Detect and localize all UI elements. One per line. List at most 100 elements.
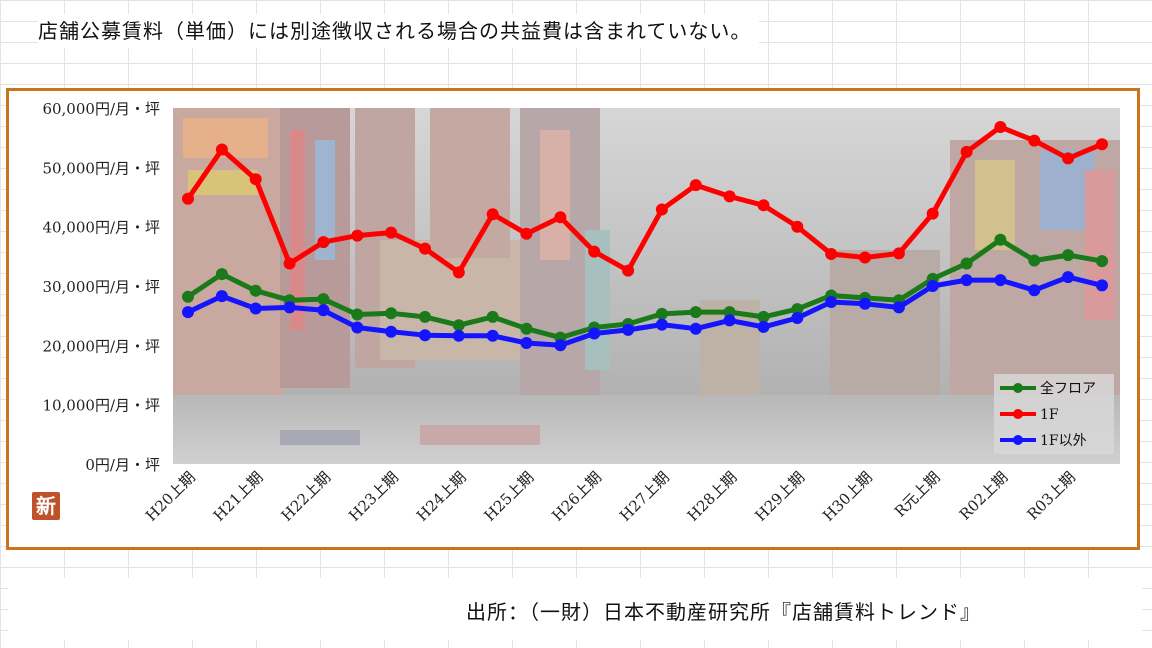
data-point xyxy=(994,121,1007,133)
x-tick-label: H23上期 xyxy=(345,468,402,525)
data-point xyxy=(249,284,262,297)
data-point xyxy=(249,173,262,186)
data-point xyxy=(655,318,668,331)
data-point xyxy=(182,290,194,303)
y-tick-label: 30,000円/月・坪 xyxy=(42,278,160,296)
data-point xyxy=(520,227,533,240)
y-tick-label: 20,000円/月・坪 xyxy=(42,337,160,355)
legend-label: 1F以外 xyxy=(1040,433,1087,449)
data-point xyxy=(791,303,804,316)
x-tick-label: H30上期 xyxy=(819,468,876,525)
note-text: 店舗公募賃料（単価）には別途徴収される場合の共益費は含まれていない。 xyxy=(38,14,760,48)
data-point xyxy=(757,199,770,212)
data-point xyxy=(317,236,330,249)
data-point xyxy=(1028,134,1041,147)
data-point xyxy=(385,325,398,338)
data-point xyxy=(926,280,939,292)
plot-background-photo xyxy=(173,108,1120,464)
legend-marker xyxy=(1013,409,1023,419)
x-tick-label: H29上期 xyxy=(751,468,808,525)
data-point xyxy=(859,251,871,264)
data-point xyxy=(1096,138,1108,151)
data-point xyxy=(1096,255,1108,268)
x-tick-label: H20上期 xyxy=(142,468,199,525)
data-point xyxy=(588,327,601,340)
data-point xyxy=(351,308,364,321)
data-point xyxy=(723,190,736,203)
x-tick-label: R02上期 xyxy=(956,468,1011,523)
x-tick-label: H27上期 xyxy=(616,468,673,525)
data-point xyxy=(1062,271,1075,284)
series-layer xyxy=(182,121,1108,352)
data-point xyxy=(215,290,228,303)
data-point xyxy=(182,192,194,205)
data-point xyxy=(182,306,194,319)
x-tick-label: R03上期 xyxy=(1024,468,1079,523)
data-point xyxy=(215,143,228,156)
data-point xyxy=(215,268,228,281)
data-point xyxy=(960,274,973,287)
data-point xyxy=(689,322,702,335)
data-point xyxy=(554,211,567,224)
data-point xyxy=(655,307,668,320)
legend-label: 1F xyxy=(1040,407,1059,423)
data-point xyxy=(960,145,973,158)
data-point xyxy=(520,337,533,349)
legend-marker xyxy=(1013,435,1023,445)
legend-marker xyxy=(1013,383,1023,393)
y-tick-label: 40,000円/月・坪 xyxy=(42,219,160,237)
data-point xyxy=(892,247,905,260)
data-point xyxy=(351,229,364,242)
data-point xyxy=(317,304,330,317)
x-tick-label: H25上期 xyxy=(481,468,538,525)
x-tick-label: R元上期 xyxy=(891,468,944,521)
data-point xyxy=(689,179,702,192)
data-point xyxy=(926,207,939,220)
series-line xyxy=(185,124,1105,275)
x-tick-label: H24上期 xyxy=(413,468,470,525)
data-point xyxy=(283,301,296,314)
data-point xyxy=(486,208,499,221)
data-point xyxy=(1062,152,1075,165)
data-point xyxy=(419,329,431,342)
data-point xyxy=(825,296,838,308)
data-point xyxy=(452,319,465,332)
new-badge: 新 xyxy=(32,492,60,520)
data-point xyxy=(283,257,296,270)
data-point xyxy=(723,306,736,319)
x-axis: H20上期 H21上期 H22上期 H23上期 H24上期 H25上期 H26上期 H27上期… xyxy=(142,468,1079,525)
y-tick-label: 10,000円/月・坪 xyxy=(42,397,160,415)
data-point xyxy=(520,322,533,335)
data-point xyxy=(419,310,431,323)
data-point xyxy=(791,312,804,324)
series-line xyxy=(185,274,1105,348)
data-point xyxy=(419,242,431,255)
data-point xyxy=(892,301,905,314)
data-point xyxy=(1028,254,1041,267)
data-point xyxy=(960,257,973,270)
data-point xyxy=(385,307,398,320)
data-point xyxy=(655,203,668,216)
data-point xyxy=(1028,284,1041,297)
data-point xyxy=(723,314,736,327)
data-point xyxy=(249,302,262,315)
x-tick-label: H22上期 xyxy=(278,468,335,525)
data-point xyxy=(351,321,364,334)
x-tick-label: H28上期 xyxy=(684,468,741,525)
legend: 全フロア 1F 1F以外 xyxy=(994,374,1114,454)
data-point xyxy=(689,306,702,319)
data-point xyxy=(385,226,398,239)
data-point xyxy=(757,320,770,333)
data-point xyxy=(452,266,465,279)
data-point xyxy=(859,297,871,310)
y-axis: 0円/月・坪 10,000円/月・坪 20,000円/月・坪 30,000円/月・坪 4… xyxy=(42,100,160,474)
series-2 xyxy=(182,121,1108,279)
data-point xyxy=(452,329,465,342)
data-point xyxy=(486,329,499,342)
x-tick-label: H26上期 xyxy=(548,468,605,525)
legend-label: 全フロア xyxy=(1040,380,1096,397)
data-point xyxy=(317,293,330,306)
data-point xyxy=(486,310,499,323)
source-text: 出所：（一財）日本不動産研究所『店舗賃料トレンド』 xyxy=(466,596,981,625)
